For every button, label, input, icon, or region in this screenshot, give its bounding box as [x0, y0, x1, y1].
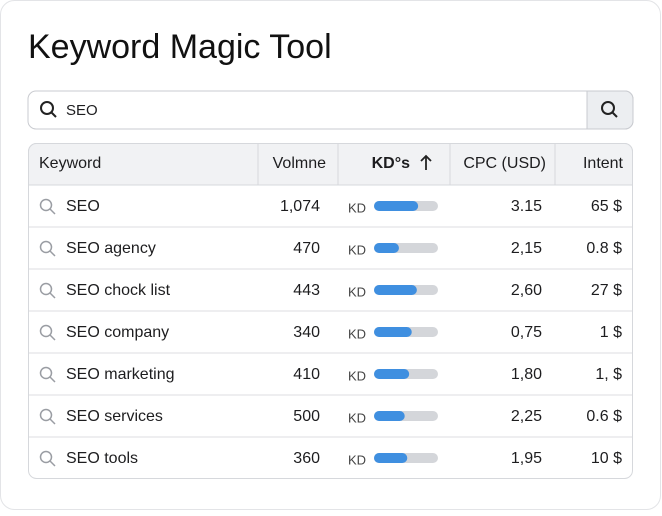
row-icon: [39, 282, 56, 299]
keyword[interactable]: SEO company: [66, 324, 169, 341]
volume: 410: [293, 366, 320, 383]
kd-label: KD: [348, 326, 366, 341]
cpc: 2,60: [511, 282, 542, 299]
keyword[interactable]: SEO tools: [66, 450, 138, 467]
column-header[interactable]: Intent: [583, 155, 624, 172]
kd-label: KD: [348, 410, 366, 425]
cpc: 2,25: [511, 408, 542, 425]
intent: 1, $: [595, 366, 622, 383]
row-icon: [39, 408, 56, 425]
row-icon: [39, 324, 56, 341]
kd-label: KD: [348, 368, 366, 383]
keyword[interactable]: SEO services: [66, 408, 163, 425]
keyword[interactable]: SEO marketing: [66, 366, 174, 383]
volume: 443: [293, 282, 320, 299]
header-dividers: [257, 144, 556, 185]
kd-bar: [374, 453, 408, 463]
search-icon: [40, 101, 618, 118]
kd-bar: [374, 201, 419, 211]
kd-label: KD: [348, 242, 366, 257]
column-header[interactable]: Volmne: [273, 155, 326, 172]
keyword[interactable]: SEO chock list: [66, 282, 171, 299]
keyword[interactable]: SEO agency: [66, 240, 156, 257]
kd-bar: [374, 285, 417, 295]
intent: 0.6 $: [586, 408, 622, 425]
volume: 360: [293, 450, 320, 467]
cpc: 3.15: [511, 198, 542, 215]
search-button[interactable]: [586, 90, 634, 130]
kd-bar: [374, 411, 405, 421]
volume: 500: [293, 408, 320, 425]
row-icon: [39, 450, 56, 467]
table-header: [28, 143, 633, 186]
cpc: 2,15: [511, 240, 542, 257]
column-header[interactable]: CPC (USD): [463, 155, 546, 172]
intent: 27 $: [591, 282, 622, 299]
row-icon: [39, 240, 56, 257]
row-icon: [39, 198, 56, 215]
kd-bar: [374, 243, 399, 253]
keyword[interactable]: SEO: [66, 198, 100, 215]
kd-label: KD: [348, 452, 366, 467]
search-box[interactable]: [27, 90, 634, 130]
cpc: 1,95: [511, 450, 542, 467]
sort-arrow[interactable]: [420, 154, 432, 170]
volume: 470: [293, 240, 320, 257]
intent: 65 $: [591, 198, 622, 215]
column-header[interactable]: Keyword: [39, 155, 101, 172]
row-icon: [39, 366, 56, 383]
search-query[interactable]: SEO: [66, 102, 98, 119]
kd-label: KD: [348, 200, 366, 215]
intent: 0.8 $: [586, 240, 622, 257]
title: Keyword Magic Tool: [28, 28, 332, 66]
volume: 340: [293, 324, 320, 341]
column-header[interactable]: KD°s: [372, 155, 411, 172]
kd-label: KD: [348, 284, 366, 299]
intent: 10 $: [591, 450, 622, 467]
intent: 1 $: [600, 324, 622, 341]
kd-bar: [374, 327, 412, 337]
volume: 1,074: [280, 198, 320, 215]
cpc: 0,75: [511, 324, 542, 341]
cpc: 1,80: [511, 366, 542, 383]
kd-bar: [374, 369, 410, 379]
